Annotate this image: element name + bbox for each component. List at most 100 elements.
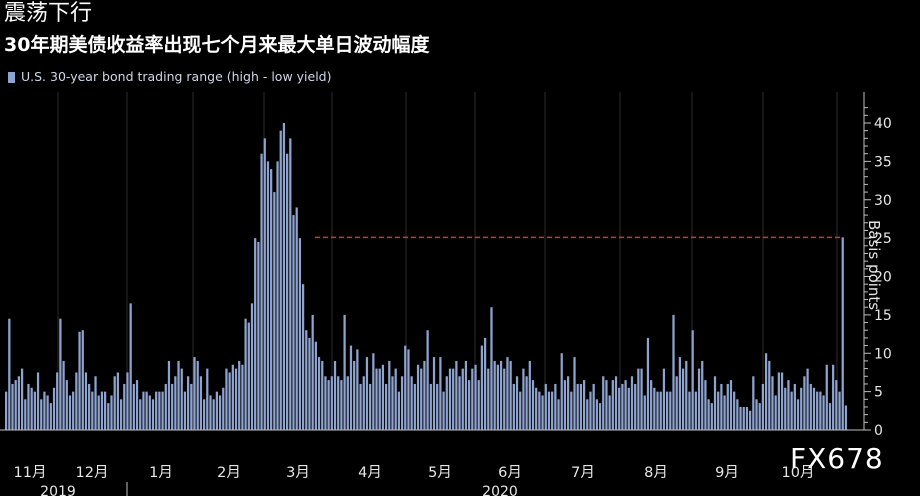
x-year-label: 2019 <box>40 484 76 496</box>
bar <box>171 383 174 430</box>
bar <box>65 380 68 430</box>
legend-label: U.S. 30-year bond trading range (high - … <box>21 69 332 84</box>
bar <box>608 395 611 430</box>
bar <box>471 368 474 430</box>
bar <box>24 399 27 430</box>
y-tick-label: 25 <box>874 231 892 247</box>
bar <box>464 360 468 430</box>
bar <box>187 376 190 430</box>
bar <box>697 368 701 430</box>
bar <box>659 391 662 431</box>
bar <box>480 345 484 430</box>
bar <box>36 372 40 430</box>
bar <box>838 391 841 431</box>
bar <box>806 368 809 430</box>
bar <box>793 383 796 430</box>
bar <box>563 380 567 430</box>
bar <box>573 357 576 430</box>
bar <box>445 376 448 430</box>
bar <box>461 368 464 430</box>
bar <box>822 395 825 430</box>
bar <box>643 395 646 430</box>
bar <box>618 387 621 430</box>
bar <box>311 314 314 431</box>
bar <box>46 395 49 430</box>
bar <box>400 376 404 430</box>
bar <box>196 360 199 430</box>
bar <box>640 368 643 430</box>
bar <box>353 360 356 430</box>
bar <box>768 360 771 430</box>
bar <box>477 380 480 430</box>
x-tick-label: 8月 <box>644 465 668 481</box>
bar <box>212 399 215 430</box>
bar <box>292 215 295 430</box>
bar <box>164 383 167 430</box>
bar <box>222 387 225 430</box>
bar <box>490 307 493 430</box>
bar <box>238 360 241 430</box>
bar <box>397 391 400 431</box>
bar <box>225 368 228 430</box>
y-tick-label: 0 <box>874 423 883 439</box>
x-tick-label: 3月 <box>286 465 310 481</box>
x-tick-label: 6月 <box>498 465 522 481</box>
bar <box>391 376 394 430</box>
bar <box>8 318 11 430</box>
bar <box>432 357 436 430</box>
bar <box>624 380 627 430</box>
bar <box>780 372 784 430</box>
bar <box>701 360 704 430</box>
y-axis-label: Basis points <box>865 220 883 311</box>
bar <box>263 138 266 430</box>
bar <box>209 395 212 430</box>
bar <box>707 399 710 430</box>
bar <box>27 383 30 430</box>
bar <box>190 383 193 430</box>
bar <box>752 376 755 430</box>
bar <box>605 380 608 430</box>
bar <box>132 383 135 430</box>
bar <box>685 360 688 430</box>
bar <box>276 161 279 431</box>
bar <box>739 406 742 430</box>
bar <box>43 391 46 431</box>
bar <box>758 403 761 430</box>
bar <box>598 403 602 430</box>
bar <box>356 349 359 430</box>
bar <box>158 391 161 431</box>
bar <box>103 391 107 431</box>
bar <box>828 403 832 430</box>
bar <box>206 368 209 430</box>
y-tick-label: 20 <box>874 270 892 286</box>
bar <box>215 391 218 431</box>
bar <box>241 364 244 430</box>
bar <box>825 364 828 430</box>
bar <box>234 368 238 430</box>
bar <box>535 387 538 430</box>
bar <box>547 391 551 431</box>
bar <box>602 376 605 430</box>
bar <box>665 391 669 431</box>
bar <box>423 360 426 430</box>
bar <box>388 360 391 430</box>
bar <box>777 372 780 430</box>
bar <box>279 130 282 430</box>
bar <box>774 395 777 430</box>
bar <box>11 383 14 430</box>
bar <box>372 353 375 430</box>
bar <box>764 353 768 430</box>
bar <box>17 376 21 430</box>
y-tick-label: 10 <box>874 346 892 362</box>
bar <box>135 380 139 430</box>
bar <box>544 383 547 430</box>
bar <box>595 399 598 430</box>
bar <box>515 376 519 430</box>
bar <box>167 360 171 430</box>
bar <box>78 331 81 430</box>
bar <box>286 153 289 430</box>
bar <box>531 380 535 430</box>
bar <box>369 383 372 430</box>
bar <box>180 368 183 430</box>
